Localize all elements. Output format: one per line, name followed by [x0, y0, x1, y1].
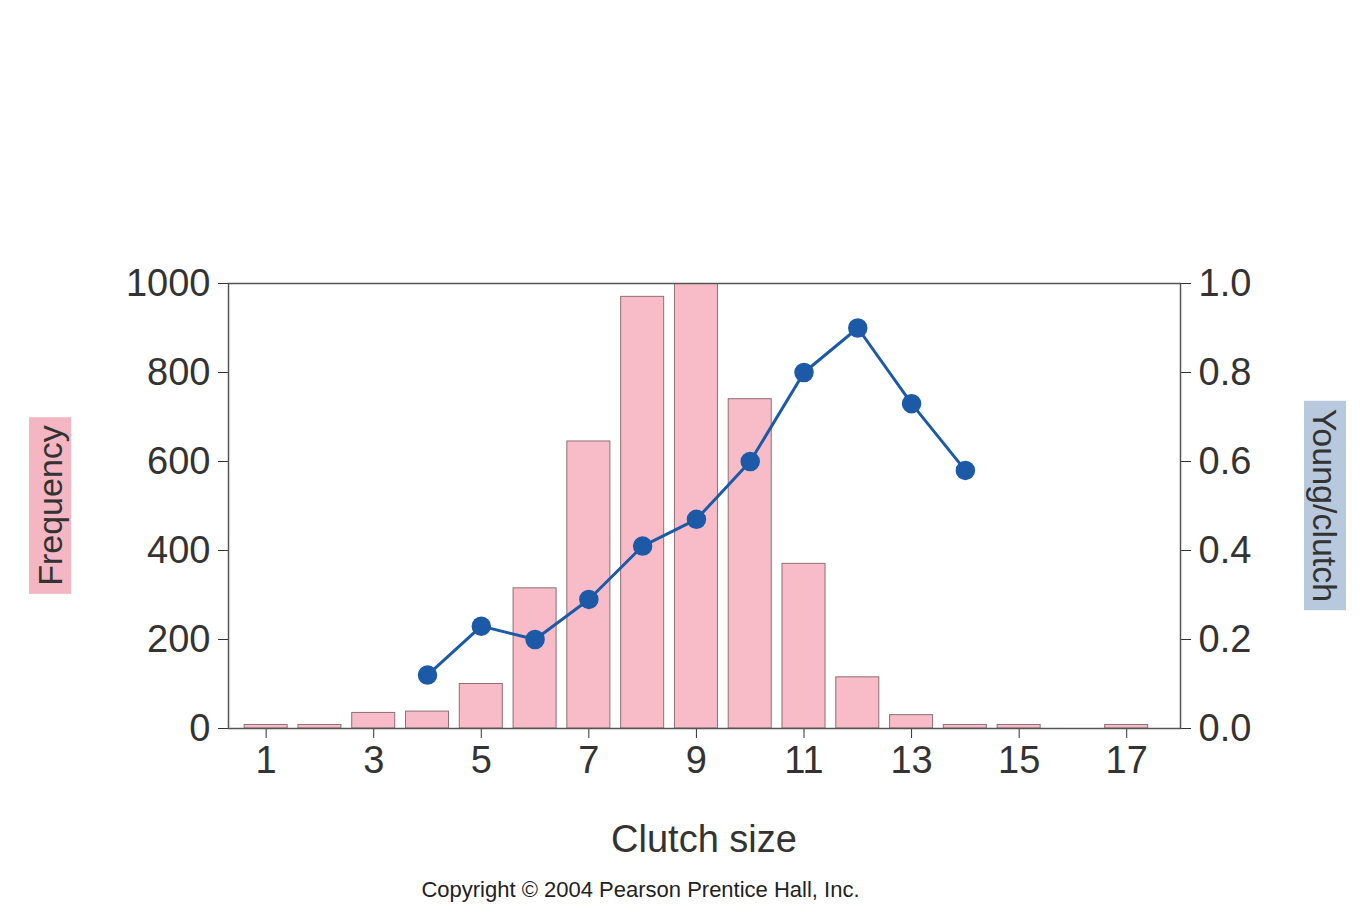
svg-text:0.6: 0.6	[1199, 440, 1252, 482]
svg-text:0.4: 0.4	[1199, 529, 1252, 571]
svg-text:800: 800	[147, 351, 210, 393]
svg-text:17: 17	[1106, 739, 1148, 781]
svg-text:200: 200	[147, 618, 210, 660]
svg-text:1: 1	[256, 739, 277, 781]
svg-text:3: 3	[363, 739, 384, 781]
svg-text:0.8: 0.8	[1199, 351, 1252, 393]
svg-text:0: 0	[189, 707, 210, 749]
svg-text:11: 11	[784, 739, 823, 781]
svg-text:Frequency: Frequency	[31, 425, 69, 586]
svg-text:600: 600	[147, 440, 210, 482]
svg-text:5: 5	[471, 739, 492, 781]
svg-text:400: 400	[147, 529, 210, 571]
html-text:Copyright © 2004 Pearson Prent: Copyright © 2004 Pearson Prentice Hall, …	[421, 877, 860, 902]
svg-text:7: 7	[578, 739, 599, 781]
svg-text:0.2: 0.2	[1199, 618, 1252, 660]
svg-text:1.0: 1.0	[1199, 262, 1252, 304]
svg-text:9: 9	[686, 739, 707, 781]
svg-text:1000: 1000	[126, 262, 211, 304]
svg-text:Young/clutch: Young/clutch	[1306, 409, 1344, 602]
svg-text:0.0: 0.0	[1199, 707, 1252, 749]
svg-text:13: 13	[890, 739, 932, 781]
svg-text:15: 15	[998, 739, 1040, 781]
svg-text:Clutch size: Clutch size	[611, 818, 797, 860]
